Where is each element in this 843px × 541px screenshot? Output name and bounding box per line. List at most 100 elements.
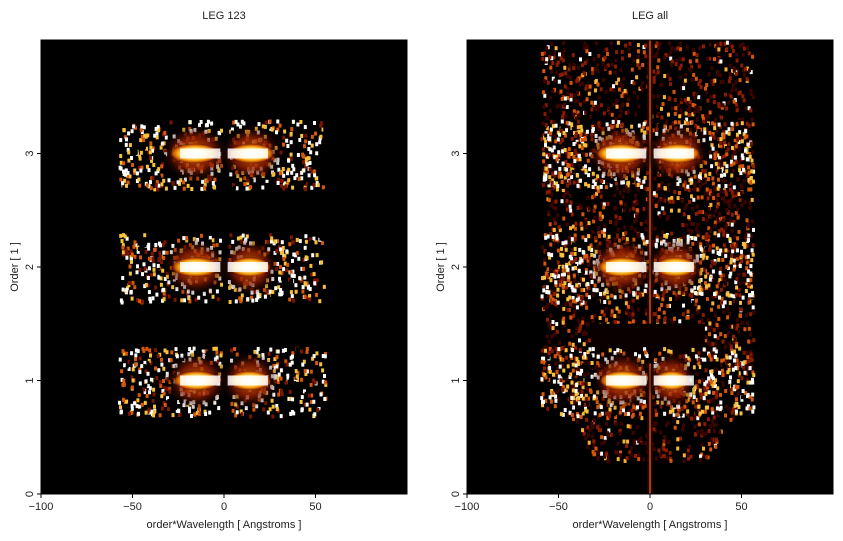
pixel xyxy=(295,374,299,379)
pixel xyxy=(155,131,159,136)
pixel xyxy=(562,385,566,390)
pixel xyxy=(719,41,723,46)
pixel xyxy=(554,239,558,244)
pixel xyxy=(301,362,305,367)
pixel xyxy=(574,116,578,121)
pixel xyxy=(122,233,125,238)
pixel xyxy=(635,182,638,187)
pixel xyxy=(734,193,738,197)
pixel xyxy=(310,272,314,277)
y-tick-label: 2 xyxy=(24,264,36,270)
pixel xyxy=(614,58,618,63)
pixel xyxy=(739,300,742,305)
pixel xyxy=(725,192,729,197)
pixel xyxy=(305,295,309,300)
pixel xyxy=(143,243,147,248)
pixel xyxy=(286,373,290,378)
pixel xyxy=(606,63,610,68)
pixel xyxy=(703,386,707,391)
pixel xyxy=(597,428,601,432)
pixel xyxy=(625,444,629,449)
pixel xyxy=(581,320,585,325)
pixel xyxy=(148,390,151,395)
pixel xyxy=(730,391,734,396)
pixel xyxy=(192,346,196,351)
pixel xyxy=(541,121,545,126)
pixel xyxy=(149,299,153,304)
pixel xyxy=(701,217,705,222)
pixel xyxy=(300,266,304,271)
pixel xyxy=(644,54,648,59)
pixel xyxy=(165,392,169,396)
pixel xyxy=(276,239,279,244)
pixel xyxy=(566,271,570,276)
pixel xyxy=(312,272,316,277)
pixel xyxy=(738,346,742,351)
pixel xyxy=(616,457,620,462)
pixel xyxy=(289,131,293,136)
pixel xyxy=(642,457,646,462)
pixel xyxy=(270,236,274,241)
pixel xyxy=(662,95,666,100)
pixel xyxy=(727,341,731,346)
pixel xyxy=(735,371,739,376)
pixel xyxy=(683,206,687,211)
pixel xyxy=(542,69,546,74)
pixel xyxy=(735,285,739,290)
pixel xyxy=(721,178,725,183)
pixel xyxy=(130,385,134,390)
pixel xyxy=(578,260,582,265)
pixel xyxy=(698,291,702,296)
pixel xyxy=(708,42,712,47)
pixel xyxy=(305,162,309,167)
pixel xyxy=(704,114,708,119)
pixel xyxy=(573,98,577,103)
pixel xyxy=(288,362,292,367)
pixel xyxy=(271,290,275,294)
pixel xyxy=(670,208,673,213)
pixel xyxy=(557,174,561,179)
pixel xyxy=(152,392,156,397)
pixel xyxy=(659,197,663,201)
pixel xyxy=(728,53,732,58)
pixel xyxy=(709,399,713,404)
pixel xyxy=(549,65,553,70)
pixel xyxy=(737,329,741,334)
pixel xyxy=(634,200,638,205)
pixel xyxy=(137,165,141,170)
pixel xyxy=(591,347,595,352)
pixel xyxy=(557,379,561,384)
pixel xyxy=(544,250,548,255)
pixel xyxy=(635,201,639,205)
pixel xyxy=(585,288,589,293)
pixel xyxy=(541,403,545,408)
core-spine xyxy=(227,148,268,159)
x-tick-label: −100 xyxy=(29,501,54,513)
pixel xyxy=(626,102,630,107)
pixel xyxy=(320,281,324,286)
pixel xyxy=(725,359,729,364)
pixel xyxy=(570,380,574,385)
pixel xyxy=(641,292,645,297)
pixel xyxy=(622,188,626,193)
pixel xyxy=(571,266,575,271)
pixel xyxy=(553,354,557,359)
pixel xyxy=(718,295,721,300)
pixel xyxy=(155,292,159,297)
pixel xyxy=(617,114,621,119)
pixel xyxy=(554,184,558,189)
pixel xyxy=(711,249,715,254)
pixel xyxy=(618,453,622,458)
pixel xyxy=(752,310,756,315)
pixel xyxy=(279,376,283,381)
pixel xyxy=(156,356,160,361)
pixel xyxy=(721,103,725,108)
pixel xyxy=(734,401,738,406)
pixel xyxy=(752,405,756,410)
pixel xyxy=(322,284,326,289)
pixel xyxy=(599,87,603,92)
pixel xyxy=(303,245,307,250)
pixel xyxy=(560,72,564,77)
pixel xyxy=(655,318,659,323)
